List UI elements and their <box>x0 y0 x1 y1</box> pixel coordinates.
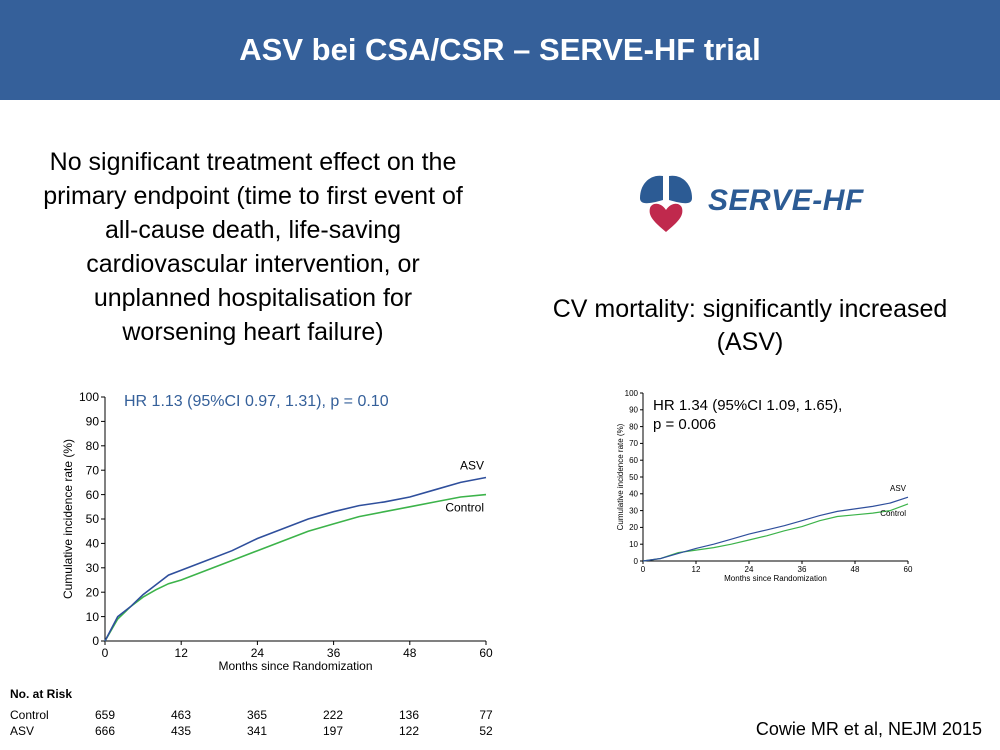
y-tick-label: 20 <box>86 585 100 599</box>
x-tick-label: 60 <box>479 646 493 660</box>
primary-endpoint-chart-svg: 0 10 20 30 40 50 60 70 80 90 100 0 12 24 36 48 60 Months … <box>61 390 493 673</box>
x-tick-label: 36 <box>798 565 807 574</box>
x-tick-label: 0 <box>641 565 646 574</box>
risk-value: 666 <box>94 724 116 738</box>
x-tick-label: 12 <box>692 565 701 574</box>
y-tick-label: 30 <box>86 561 100 575</box>
slide-title: ASV bei CSA/CSR – SERVE-HF trial <box>239 32 761 67</box>
y-tick-label: 90 <box>86 415 100 429</box>
risk-value: 463 <box>170 708 192 722</box>
x-axis-label: Months since Randomization <box>724 574 827 583</box>
y-tick-label: 10 <box>629 540 638 549</box>
risk-row-label: ASV <box>10 724 35 738</box>
y-tick-label: 10 <box>86 610 100 624</box>
y-tick-label: 80 <box>86 439 100 453</box>
risk-value: 52 <box>479 724 493 738</box>
primary-endpoint-line: primary endpoint (time to first event of <box>43 182 463 210</box>
cv-mortality-text: CV mortality: significantly increased (A… <box>515 293 985 359</box>
risk-value: 136 <box>398 708 420 722</box>
series-line-control <box>104 493 487 642</box>
risk-value: 122 <box>398 724 420 738</box>
series-label-control: Control <box>445 501 484 515</box>
series-line-asv <box>642 496 909 562</box>
risk-table: No. at Risk Control 659 463 365 222 136 … <box>0 684 510 744</box>
y-tick-label: 40 <box>629 490 638 499</box>
primary-endpoint-chart: 0 10 20 30 40 50 60 70 80 90 100 0 12 24 36 48 60 Months … <box>0 380 510 680</box>
y-tick-label: 60 <box>86 488 100 502</box>
x-tick-label: 60 <box>904 565 913 574</box>
x-axis-label: Months since Randomization <box>218 659 372 673</box>
y-tick-label: 100 <box>625 389 639 398</box>
risk-value: 365 <box>246 708 268 722</box>
title-bar: ASV bei CSA/CSR – SERVE-HF trial <box>0 0 1000 100</box>
risk-row-control: Control 659 463 365 222 136 77 <box>0 708 510 724</box>
risk-value: 659 <box>94 708 116 722</box>
x-tick-label: 48 <box>403 646 417 660</box>
primary-endpoint-line: cardiovascular intervention, or <box>86 250 420 278</box>
y-axis-label: Cumulative incidence rate (%) <box>61 439 75 599</box>
primary-endpoint-text: No significant treatment effect on the p… <box>10 145 496 349</box>
series-label-asv: ASV <box>460 459 484 473</box>
x-tick-label: 24 <box>745 565 754 574</box>
hr-annotation-line: HR 1.34 (95%CI 1.09, 1.65), <box>653 397 842 414</box>
risk-value: 197 <box>322 724 344 738</box>
y-tick-label: 20 <box>629 523 638 532</box>
risk-table-title: No. at Risk <box>10 687 73 701</box>
primary-endpoint-line: all-cause death, life-saving <box>105 216 401 244</box>
series-label-control: Control <box>880 509 906 518</box>
risk-value: 222 <box>322 708 344 722</box>
cv-mortality-chart: 0 10 20 30 40 50 60 70 80 90 100 0 12 24 36 48 60 Months … <box>595 383 925 583</box>
x-tick-label: 24 <box>251 646 265 660</box>
cv-mortality-line: CV mortality: significantly increased <box>552 295 948 323</box>
risk-value: 341 <box>246 724 268 738</box>
lungs-heart-logo-icon <box>640 175 692 232</box>
series-line-asv <box>104 476 487 642</box>
y-tick-label: 80 <box>629 422 638 431</box>
x-tick-label: 36 <box>327 646 341 660</box>
risk-value: 77 <box>479 708 493 722</box>
citation: Cowie MR et al, NEJM 2015 <box>755 719 982 739</box>
series-label-asv: ASV <box>890 484 907 493</box>
primary-endpoint-line: worsening heart failure) <box>122 318 384 346</box>
y-tick-label: 90 <box>629 406 638 415</box>
risk-row-asv: ASV 666 435 341 197 122 52 <box>0 724 510 740</box>
y-tick-label: 40 <box>86 537 100 551</box>
y-tick-label: 0 <box>634 557 639 566</box>
y-tick-label: 50 <box>629 473 638 482</box>
y-tick-label: 50 <box>86 512 100 526</box>
risk-row-label: Control <box>10 708 49 722</box>
cv-mortality-line: (ASV) <box>716 328 784 356</box>
serve-hf-logo: SERVE-HF <box>636 170 876 236</box>
cv-mortality-chart-svg: 0 10 20 30 40 50 60 70 80 90 100 0 12 24 36 48 60 Months … <box>616 389 913 583</box>
x-tick-label: 12 <box>175 646 189 660</box>
y-tick-label: 60 <box>629 456 638 465</box>
logo-text: SERVE-HF <box>708 184 864 217</box>
primary-endpoint-line: No significant treatment effect on the <box>49 148 457 176</box>
primary-endpoint-line: unplanned hospitalisation for <box>93 284 413 312</box>
risk-value: 435 <box>170 724 192 738</box>
x-tick-label: 0 <box>102 646 109 660</box>
x-tick-label: 48 <box>851 565 860 574</box>
hr-annotation: HR 1.13 (95%CI 0.97, 1.31), p = 0.10 <box>124 393 389 410</box>
hr-annotation-line: p = 0.006 <box>653 416 716 433</box>
y-tick-label: 0 <box>92 634 99 648</box>
y-tick-label: 70 <box>86 463 100 477</box>
y-axis-label: Cumulative incidence rate (%) <box>616 423 625 530</box>
y-tick-label: 100 <box>79 390 99 404</box>
y-tick-label: 30 <box>629 506 638 515</box>
y-tick-label: 70 <box>629 439 638 448</box>
